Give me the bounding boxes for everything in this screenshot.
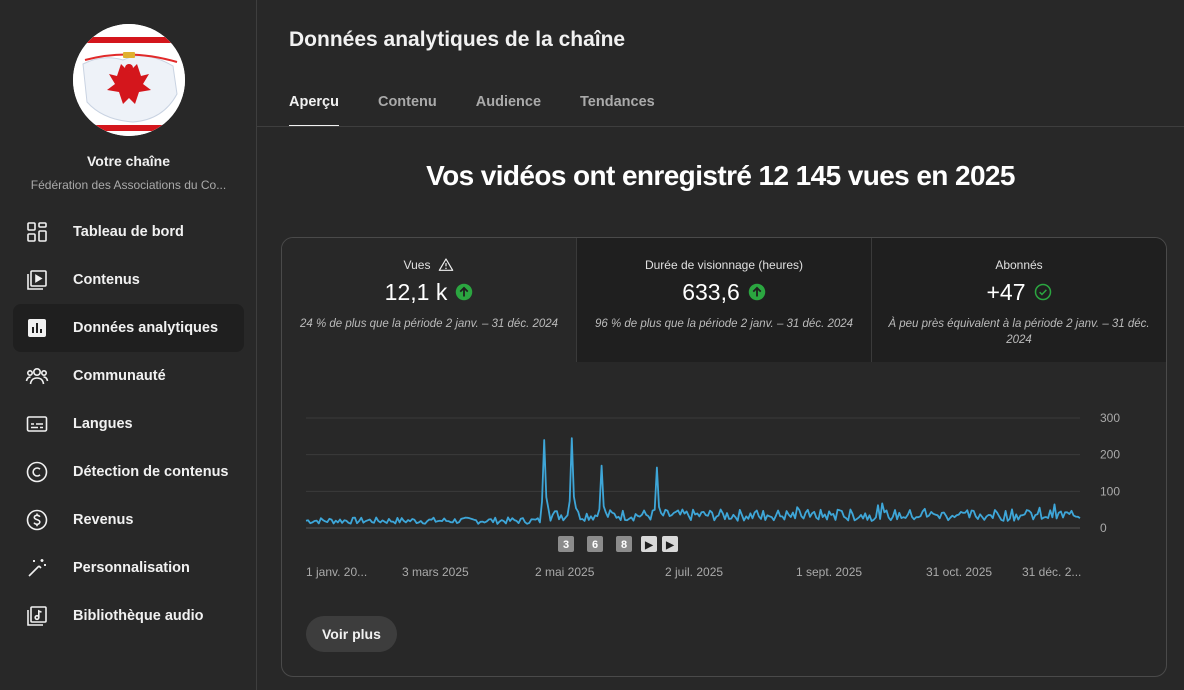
- sidebar-item-label: Détection de contenus: [73, 464, 229, 480]
- y-tick-label: 200: [1100, 448, 1120, 462]
- series-line-vues[interactable]: [305, 437, 1081, 525]
- sidebar-item-langues[interactable]: Langues: [13, 400, 244, 448]
- metric-label: Abonnés: [995, 258, 1043, 272]
- metric-comparison: 24 % de plus que la période 2 janv. – 31…: [299, 318, 559, 330]
- metric-label: Durée de visionnage (heures): [644, 258, 804, 272]
- metric-label-wrap: Durée de visionnage (heures): [577, 258, 871, 272]
- metric-value-wrap: 12,1 k: [282, 278, 576, 306]
- sidebar-nav: Tableau de bord Contenus Données analyti…: [13, 208, 244, 640]
- sidebar-item-donnees-analytiques[interactable]: Données analytiques: [13, 304, 244, 352]
- arrow-up-circle-icon: [748, 283, 766, 301]
- x-tick-label: 2 mai 2025: [535, 565, 595, 579]
- sidebar-item-label: Tableau de bord: [73, 224, 184, 240]
- sidebar-item-label: Données analytiques: [73, 320, 219, 336]
- video-marker-badge[interactable]: 8: [616, 536, 632, 552]
- check-circle-icon: [1034, 283, 1051, 301]
- x-tick-label: 1 sept. 2025: [796, 565, 862, 579]
- warning-icon[interactable]: [438, 257, 454, 273]
- svg-text:▶: ▶: [644, 540, 654, 551]
- metric-value-wrap: 633,6: [577, 278, 871, 306]
- video-marker-badge[interactable]: 3: [558, 536, 574, 552]
- channel-avatar[interactable]: [73, 24, 185, 136]
- avatar-logo-image: [73, 24, 185, 136]
- metric-value: 12,1 k: [384, 278, 448, 305]
- sidebar-item-communaute[interactable]: Communauté: [13, 352, 244, 400]
- channel-title: Votre chaîne: [87, 153, 170, 169]
- tab-audience[interactable]: Audience: [475, 94, 542, 110]
- x-tick-label: 1 janv. 20...: [306, 565, 367, 579]
- views-line-chart[interactable]: 300 200 100 0 3 6 8 ▶ ▶ 1 janv. 20... 3 mars 2025 2…: [282, 362, 1166, 622]
- metric-abonnes[interactable]: Abonnés +47 À peu près équivalent à la p…: [871, 238, 1166, 362]
- audio-library-icon: [27, 606, 47, 626]
- magic-wand-icon: [28, 559, 46, 577]
- video-marker-play[interactable]: ▶: [662, 536, 678, 552]
- dashboard-icon: [27, 222, 47, 242]
- svg-text:6: 6: [592, 539, 598, 551]
- subtitles-icon: [26, 416, 48, 432]
- metric-vues[interactable]: Vues 12,1 k 24 % de plus que la période …: [282, 238, 576, 362]
- sidebar: Votre chaîne Fédération des Associations…: [0, 0, 257, 690]
- sidebar-item-contenus[interactable]: Contenus: [13, 256, 244, 304]
- svg-text:▶: ▶: [665, 540, 675, 551]
- sidebar-item-tableau-de-bord[interactable]: Tableau de bord: [13, 208, 244, 256]
- svg-text:3: 3: [563, 539, 569, 551]
- x-tick-label: 3 mars 2025: [402, 565, 469, 579]
- sidebar-item-label: Personnalisation: [73, 560, 190, 576]
- metric-comparison: À peu près équivalent à la période 2 jan…: [888, 318, 1150, 346]
- metric-label-wrap: Vues: [282, 258, 576, 272]
- y-tick-label: 0: [1100, 521, 1107, 535]
- metric-duree-visionnage[interactable]: Durée de visionnage (heures) 633,6 96 % …: [576, 238, 871, 362]
- community-icon: [25, 368, 49, 385]
- metric-value: +47: [986, 278, 1026, 305]
- tab-tendances[interactable]: Tendances: [580, 94, 655, 110]
- sidebar-item-label: Langues: [73, 416, 133, 432]
- channel-subtitle: Fédération des Associations du Co...: [30, 178, 227, 192]
- sidebar-item-label: Bibliothèque audio: [73, 608, 204, 624]
- tab-contenu[interactable]: Contenu: [377, 94, 437, 110]
- metrics-row: Vues 12,1 k 24 % de plus que la période …: [282, 238, 1166, 362]
- voir-plus-button[interactable]: Voir plus: [306, 616, 397, 652]
- main-content: Données analytiques de la chaîne Aperçu …: [257, 0, 1184, 690]
- svg-text:8: 8: [621, 539, 627, 551]
- metric-label-wrap: Abonnés: [872, 258, 1166, 272]
- copyright-icon: [26, 461, 48, 483]
- video-marker-badge[interactable]: 6: [587, 536, 603, 552]
- sidebar-item-personnalisation[interactable]: Personnalisation: [13, 544, 244, 592]
- metric-comparison: 96 % de plus que la période 2 janv. – 31…: [594, 318, 854, 330]
- overview-card: Vues 12,1 k 24 % de plus que la période …: [281, 237, 1167, 677]
- sidebar-item-revenus[interactable]: Revenus: [13, 496, 244, 544]
- sidebar-item-label: Revenus: [73, 512, 134, 528]
- tab-apercu[interactable]: Aperçu: [289, 86, 339, 127]
- metric-value-wrap: +47: [872, 278, 1166, 306]
- metric-value: 633,6: [682, 278, 740, 305]
- x-tick-label: 31 oct. 2025: [926, 565, 992, 579]
- y-tick-label: 300: [1100, 411, 1120, 425]
- x-tick-label: 31 déc. 2...: [1022, 565, 1081, 579]
- x-tick-label: 2 juil. 2025: [665, 565, 723, 579]
- dollar-icon: [26, 509, 48, 531]
- sidebar-item-detection-de-contenus[interactable]: Détection de contenus: [13, 448, 244, 496]
- sidebar-item-label: Contenus: [73, 272, 140, 288]
- analytics-icon: [28, 319, 46, 337]
- y-tick-label: 100: [1100, 484, 1120, 498]
- tab-bar: Aperçu Contenu Audience Tendances: [289, 86, 694, 127]
- content-icon: [27, 270, 47, 290]
- arrow-up-circle-icon: [456, 283, 473, 301]
- metric-label: Vues: [403, 258, 431, 272]
- sidebar-item-label: Communauté: [73, 368, 166, 384]
- video-marker-play[interactable]: ▶: [641, 536, 657, 552]
- sidebar-item-bibliotheque-audio[interactable]: Bibliothèque audio: [13, 592, 244, 640]
- tabs-divider: [257, 126, 1184, 127]
- views-headline: Vos vidéos ont enregistré 12 145 vues en…: [426, 160, 1015, 191]
- page-title: Données analytiques de la chaîne: [289, 28, 626, 51]
